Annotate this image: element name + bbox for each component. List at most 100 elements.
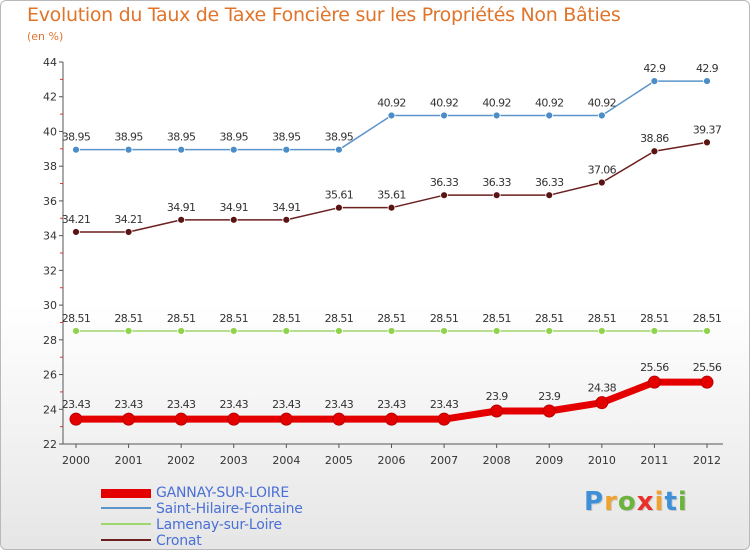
data-label: 23.43 [272,398,301,411]
x-tick-label: 2008 [483,454,511,467]
y-tick-label: 38 [43,160,57,173]
data-point [703,138,711,147]
data-point [650,147,659,156]
legend-label: GANNAY-SUR-LOIRE [156,485,289,501]
data-point [647,375,661,389]
logo-letter: r [604,487,618,517]
data-point [492,111,501,120]
data-label: 38.95 [325,131,354,144]
data-label: 28.51 [377,312,406,325]
data-label: 28.51 [588,312,617,325]
data-point [700,375,714,389]
x-tick-label: 2011 [640,454,668,467]
x-tick-label: 2002 [167,454,195,467]
legend-label: Saint-Hilaire-Fontaine [156,501,303,517]
data-label: 23.43 [377,398,406,411]
data-label: 28.51 [220,312,249,325]
y-tick-label: 28 [43,334,57,347]
data-label: 37.06 [588,164,617,177]
data-point [385,412,398,426]
x-tick-label: 2006 [378,454,406,467]
data-label: 42.9 [696,62,719,75]
data-point [229,215,238,224]
data-label: 38.95 [272,131,301,144]
data-point [650,77,659,85]
x-tick-label: 2012 [693,454,721,467]
data-point [177,215,186,224]
data-point [437,412,451,426]
data-point [542,404,556,418]
data-point [440,327,448,335]
data-label: 38.95 [220,131,249,144]
y-tick-label: 42 [43,91,57,104]
y-tick-label: 44 [43,56,57,69]
data-label: 23.43 [325,398,354,411]
proxiti-logo: Proxiti [584,487,688,517]
data-label: 38.86 [640,132,669,145]
data-point [279,412,293,426]
data-label: 42.9 [643,62,666,75]
data-label: 28.51 [482,312,511,325]
data-label: 23.43 [430,398,459,411]
data-label: 38.95 [62,131,91,144]
x-tick-label: 2007 [430,454,458,467]
data-point [387,111,396,120]
data-label: 23.9 [486,390,509,403]
data-label: 25.56 [640,361,669,374]
data-label: 34.91 [272,201,301,214]
logo-letter: P [584,487,605,517]
data-label: 40.92 [430,96,459,109]
y-tick-label: 32 [43,264,57,277]
data-point [282,327,291,335]
x-tick-label: 2005 [325,454,353,467]
data-point [492,191,501,200]
legend-swatch [101,539,151,541]
data-point [597,178,606,187]
data-label: 34.21 [114,213,143,226]
data-point [490,404,504,418]
data-label: 23.43 [220,398,249,411]
x-tick-label: 2001 [115,454,143,467]
data-point [597,111,606,120]
data-label: 24.38 [588,382,617,395]
y-tick-label: 22 [43,438,57,451]
data-label: 28.51 [430,312,459,325]
data-point [703,77,711,85]
x-tick-label: 2003 [220,454,248,467]
logo-letter: o [617,487,637,517]
legend-label: Lamenay-sur-Loire [156,517,282,533]
data-label: 34.91 [220,201,249,214]
data-label: 28.51 [167,312,196,325]
x-tick-label: 2010 [588,454,616,467]
data-point [177,145,186,154]
data-label: 35.61 [377,189,406,202]
data-point [72,327,80,335]
logo-letter: i [654,487,665,517]
data-point [335,145,343,154]
logo-letter: x [636,487,655,517]
data-label: 36.33 [535,176,564,189]
data-point [545,327,554,335]
data-label: 34.91 [167,201,196,214]
data-label: 28.51 [325,312,354,325]
x-tick-label: 2009 [535,454,563,467]
data-label: 40.92 [377,96,406,109]
data-label: 23.43 [167,398,196,411]
legend-label: Cronat [156,533,202,549]
data-label: 28.51 [62,312,91,325]
data-point [387,203,396,212]
legend-swatch [101,489,151,498]
x-tick-label: 2000 [62,454,90,467]
data-point [440,191,448,200]
data-point [174,412,188,426]
data-point [545,191,554,200]
data-point [650,327,659,335]
data-point [335,203,343,212]
data-label: 39.37 [693,123,722,136]
y-tick-label: 26 [43,369,57,382]
data-point [597,327,606,335]
series-line-3 [75,141,708,233]
series-points [69,77,714,426]
data-point [335,327,343,335]
